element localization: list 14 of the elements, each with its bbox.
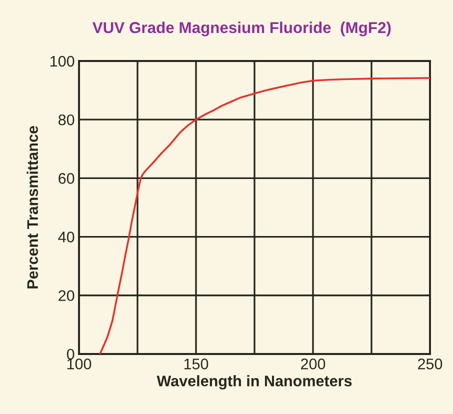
x-tick-label: 150 [184, 358, 208, 370]
y-axis-title: Percent Transmittance [26, 126, 38, 288]
x-tick-label: 250 [418, 358, 442, 370]
x-tick-label: 200 [301, 358, 326, 370]
y-tick-label: 60 [58, 173, 74, 184]
line-series [99, 77, 430, 354]
y-tick-label: 20 [58, 290, 74, 302]
y-tick-label: 80 [58, 114, 74, 126]
chart-title: VUV Grade Magnesium Fluoride (MgF2) [92, 22, 391, 36]
x-axis-title: Wavelength in Nanometers [156, 375, 352, 390]
y-tick-label: 0 [66, 348, 74, 360]
x-tick-label: 100 [67, 358, 92, 370]
y-tick-label: 100 [50, 56, 74, 67]
y-tick-label: 40 [58, 232, 74, 242]
